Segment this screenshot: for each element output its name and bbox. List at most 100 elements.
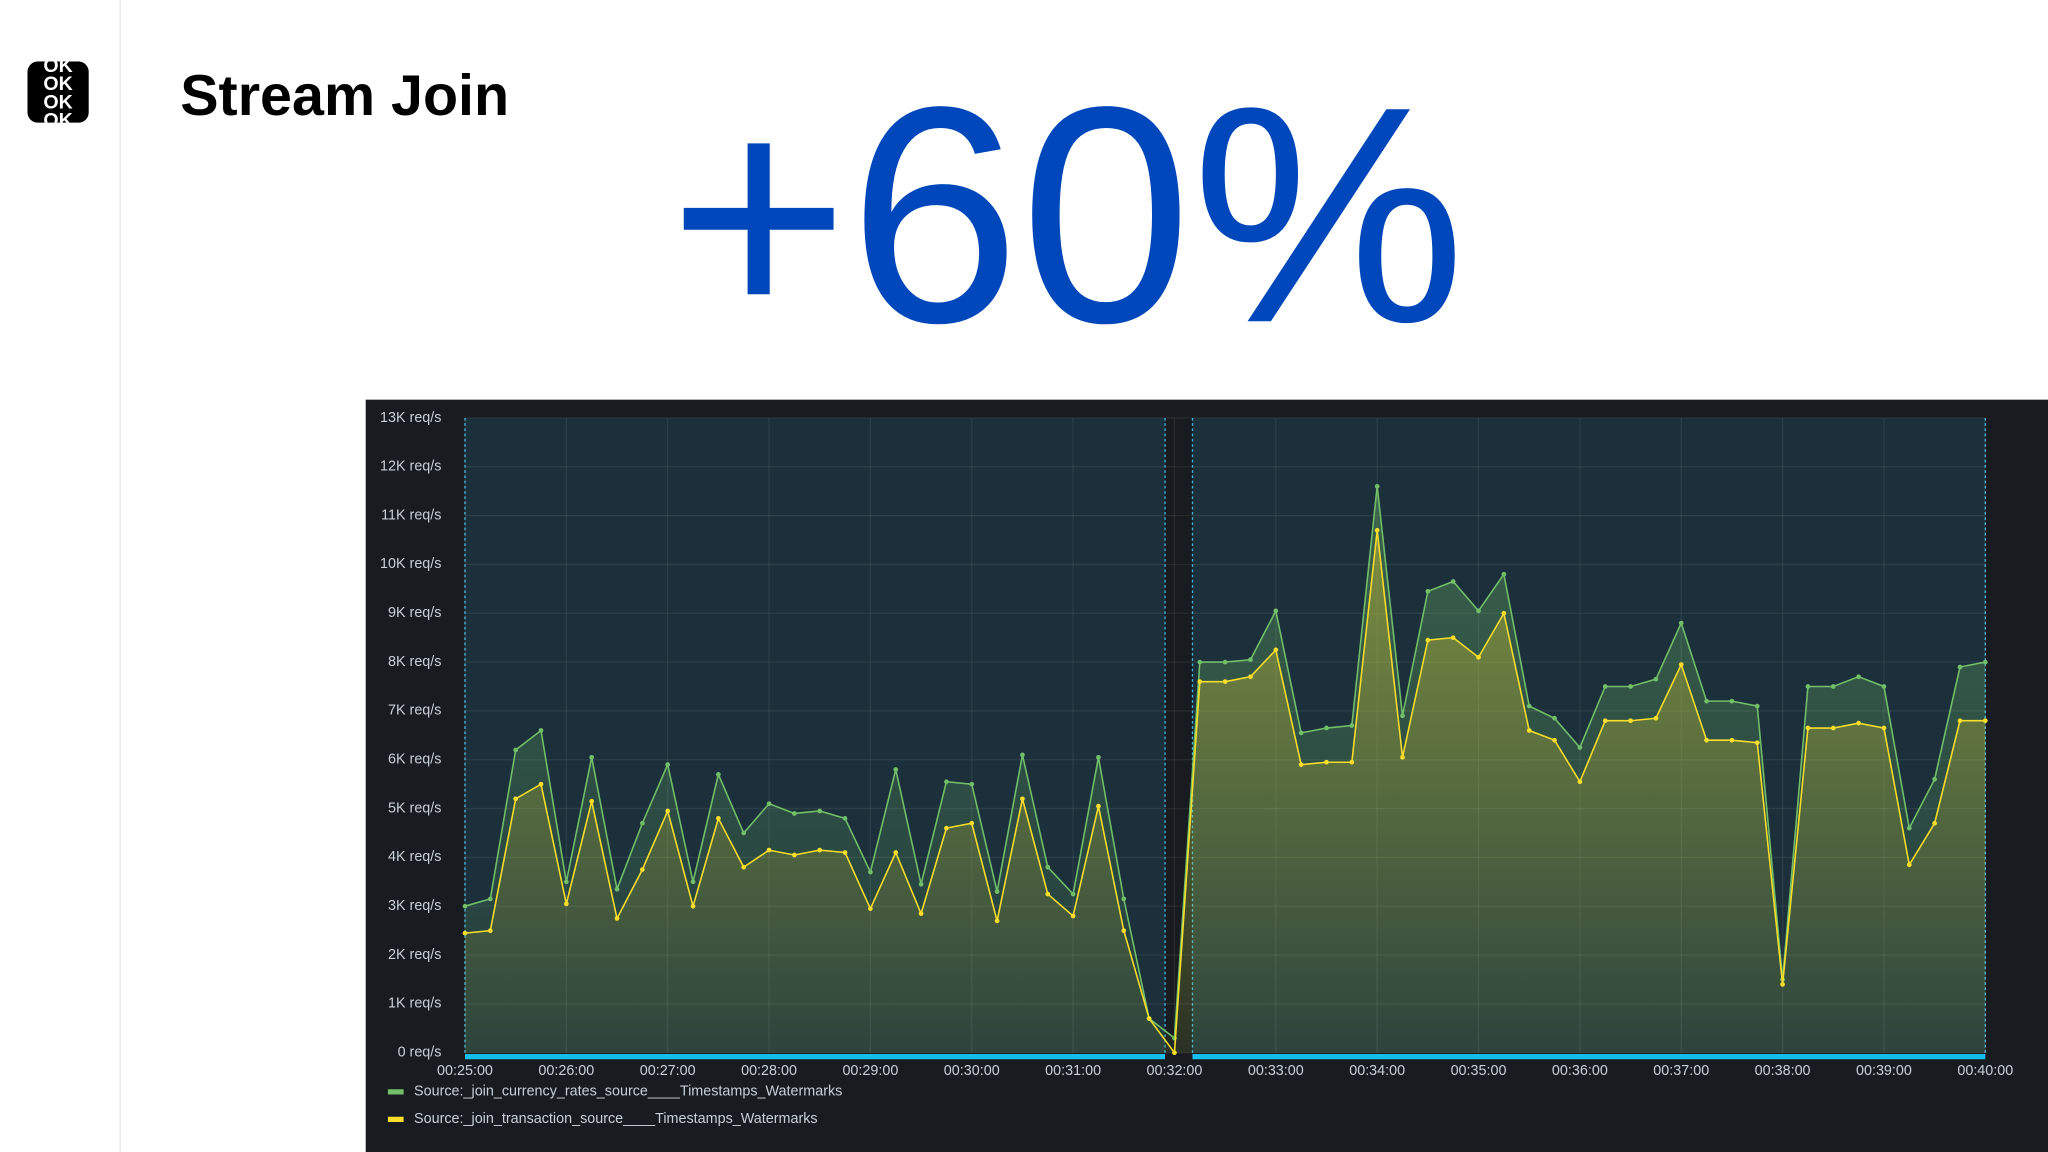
x-tick-label: 00:31:00 xyxy=(1045,1063,1101,1079)
x-tick-label: 00:37:00 xyxy=(1653,1063,1709,1079)
data-point xyxy=(766,847,772,853)
data-point xyxy=(1425,588,1431,594)
y-tick-label: 11K req/s xyxy=(381,507,441,523)
data-point xyxy=(1450,579,1456,584)
data-point xyxy=(1729,737,1735,743)
data-point xyxy=(1045,891,1051,897)
data-point xyxy=(513,796,519,802)
data-point xyxy=(918,881,924,887)
data-point xyxy=(1704,737,1709,743)
x-tick-label: 00:32:00 xyxy=(1147,1063,1203,1079)
data-point xyxy=(716,816,721,821)
data-point xyxy=(817,847,823,853)
data-point xyxy=(1020,796,1025,802)
data-point xyxy=(563,901,569,907)
data-point xyxy=(1172,1050,1177,1056)
data-point xyxy=(994,918,1000,924)
data-point xyxy=(1248,674,1253,680)
logo-text: OK xyxy=(43,55,72,77)
data-point xyxy=(1754,740,1760,746)
slide-title: Stream Join xyxy=(180,64,509,128)
data-point xyxy=(1045,864,1051,870)
data-point xyxy=(944,779,949,785)
data-point xyxy=(1678,662,1684,667)
data-point xyxy=(1957,664,1963,670)
data-point xyxy=(741,830,747,836)
data-point xyxy=(1197,659,1203,665)
data-point xyxy=(868,906,873,912)
data-point xyxy=(1653,715,1659,721)
y-tick-label: 3K req/s xyxy=(388,898,441,914)
data-point xyxy=(1374,483,1380,489)
x-tick-label: 00:35:00 xyxy=(1451,1063,1507,1079)
data-point xyxy=(944,825,949,831)
data-point xyxy=(918,911,924,916)
y-tick-label: 8K req/s xyxy=(388,654,441,670)
data-point xyxy=(462,930,468,936)
data-point xyxy=(1830,725,1836,731)
data-point xyxy=(640,867,645,872)
x-tick-label: 00:34:00 xyxy=(1349,1063,1405,1079)
data-point xyxy=(1476,654,1481,660)
data-point xyxy=(1881,684,1887,689)
y-tick-label: 13K req/s xyxy=(380,410,441,426)
data-point xyxy=(1932,820,1937,826)
y-tick-label: 10K req/s xyxy=(380,556,441,572)
data-point xyxy=(1856,674,1861,680)
data-point xyxy=(741,864,747,870)
data-point xyxy=(1501,610,1507,616)
data-point xyxy=(1957,718,1963,724)
data-point xyxy=(716,772,721,777)
data-point xyxy=(893,850,899,855)
data-point xyxy=(614,886,620,892)
data-point xyxy=(1298,762,1304,767)
data-point xyxy=(1020,752,1025,758)
area-fill xyxy=(464,530,1986,1053)
data-point xyxy=(1653,676,1659,682)
data-point xyxy=(1273,608,1279,614)
data-point xyxy=(1628,684,1633,689)
data-point xyxy=(1374,527,1380,533)
data-point xyxy=(817,808,823,814)
data-point xyxy=(1754,703,1760,709)
data-point xyxy=(766,801,772,807)
x-tick-label: 00:29:00 xyxy=(842,1063,898,1079)
data-point xyxy=(538,728,544,733)
x-tick-label: 00:28:00 xyxy=(741,1063,797,1079)
data-point xyxy=(1096,754,1101,760)
x-tick-label: 00:27:00 xyxy=(640,1063,696,1079)
data-point xyxy=(1552,715,1557,721)
data-point xyxy=(1932,776,1937,782)
data-point xyxy=(969,820,975,826)
y-tick-label: 1K req/s xyxy=(388,996,441,1012)
data-point xyxy=(1982,659,1988,665)
data-point xyxy=(1982,718,1988,724)
data-point xyxy=(1248,657,1253,663)
data-point xyxy=(1602,684,1608,689)
y-tick-label: 2K req/s xyxy=(388,947,441,963)
logo-text: OK xyxy=(43,91,72,113)
x-tick-label: 00:30:00 xyxy=(944,1063,1000,1079)
data-point xyxy=(1577,745,1583,750)
data-point xyxy=(1476,608,1481,614)
y-tick-label: 0 req/s xyxy=(398,1045,442,1061)
data-point xyxy=(1856,720,1861,726)
data-point xyxy=(487,896,493,902)
data-point xyxy=(1704,698,1709,704)
x-tick-label: 00:38:00 xyxy=(1755,1063,1811,1079)
data-point xyxy=(1830,684,1836,689)
data-point xyxy=(1780,982,1785,987)
x-tick-label: 00:33:00 xyxy=(1248,1063,1304,1079)
x-tick-label: 00:26:00 xyxy=(538,1063,594,1079)
data-point xyxy=(1501,571,1507,577)
data-point xyxy=(1070,913,1076,919)
data-point xyxy=(1526,728,1532,733)
data-point xyxy=(1349,759,1355,765)
data-point xyxy=(1070,891,1076,897)
y-tick-label: 9K req/s xyxy=(388,605,441,621)
data-point xyxy=(1146,1016,1152,1021)
data-point xyxy=(690,903,696,909)
data-point xyxy=(614,916,620,921)
data-point xyxy=(1222,679,1228,684)
